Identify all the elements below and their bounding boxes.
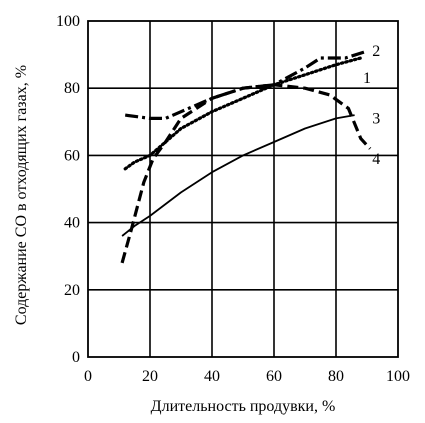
series-label-3: 3 <box>372 110 380 127</box>
y-tick-label: 100 <box>56 13 80 30</box>
series-label-1: 1 <box>363 70 371 87</box>
y-tick-label: 0 <box>72 349 80 366</box>
y-tick-label: 80 <box>64 80 80 97</box>
x-axis-label: Длительность продувки, % <box>151 398 336 415</box>
series-line-4 <box>120 83 372 264</box>
series-line-3 <box>121 114 355 237</box>
series-group <box>120 49 372 264</box>
y-axis-label: Содержание СО в отходящих газах, % <box>13 65 30 325</box>
series-line-2 <box>124 49 368 121</box>
x-tick-label: 80 <box>328 368 344 385</box>
plot-frame <box>87 20 399 358</box>
x-tick-label: 20 <box>142 368 158 385</box>
x-tick-label: 0 <box>84 368 92 385</box>
series-label-2: 2 <box>372 43 380 60</box>
y-tick-label: 60 <box>64 147 80 164</box>
y-tick-label: 40 <box>64 215 80 232</box>
y-tick-label: 20 <box>64 282 80 299</box>
x-tick-label: 100 <box>386 368 410 385</box>
x-tick-label: 60 <box>266 368 282 385</box>
series-line-1 <box>123 56 363 171</box>
series-label-4: 4 <box>372 151 380 168</box>
tick-labels: 0 20 40 60 80 100 0 20 40 60 80 100 <box>56 13 410 385</box>
grid <box>88 21 398 357</box>
series-labels: 12 3 4 <box>363 43 380 168</box>
x-tick-label: 40 <box>204 368 220 385</box>
